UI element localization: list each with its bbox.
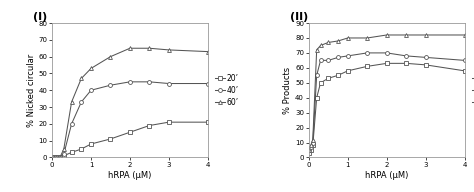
60’ [318, 44, 323, 47]
Line: 20’: 20’ [50, 120, 210, 159]
40’ [88, 89, 94, 91]
20’ [345, 70, 351, 72]
40’ [53, 156, 59, 159]
20’ [127, 131, 133, 133]
60’ [365, 37, 370, 39]
40’ [314, 74, 319, 76]
40’ [146, 81, 152, 83]
40’ [49, 156, 55, 159]
40’ [335, 56, 341, 59]
60’ [326, 41, 331, 44]
20’ [306, 152, 312, 154]
Text: (II): (II) [290, 12, 309, 22]
Y-axis label: % Products: % Products [283, 67, 292, 114]
60’ [310, 138, 316, 141]
40’ [61, 153, 67, 155]
20’ [403, 62, 409, 65]
20’ [88, 143, 94, 145]
20’ [308, 149, 314, 151]
20’ [335, 74, 341, 76]
40’ [462, 59, 467, 61]
20’ [423, 64, 428, 66]
Y-axis label: % Nicked circular: % Nicked circular [27, 54, 36, 127]
Legend: 20’, 40’, 60’: 20’, 40’, 60’ [472, 73, 474, 108]
60’ [88, 67, 94, 70]
20’ [326, 77, 331, 79]
60’ [69, 101, 74, 103]
Line: 20’: 20’ [307, 61, 466, 155]
60’ [108, 55, 113, 58]
60’ [205, 50, 210, 53]
60’ [127, 47, 133, 49]
Line: 60’: 60’ [307, 33, 466, 152]
Line: 40’: 40’ [50, 80, 210, 159]
60’ [61, 148, 67, 150]
20’ [314, 97, 319, 99]
20’ [384, 62, 390, 65]
40’ [345, 55, 351, 57]
40’ [318, 59, 323, 61]
20’ [310, 144, 316, 147]
Text: (I): (I) [34, 12, 48, 22]
60’ [403, 34, 409, 36]
Legend: 20’, 40’, 60’: 20’, 40’, 60’ [215, 73, 240, 108]
40’ [127, 81, 133, 83]
60’ [423, 34, 428, 36]
60’ [57, 156, 63, 159]
20’ [69, 151, 74, 154]
60’ [306, 149, 312, 151]
60’ [49, 156, 55, 159]
40’ [308, 146, 314, 148]
40’ [69, 123, 74, 125]
Line: 60’: 60’ [50, 46, 210, 159]
60’ [308, 144, 314, 147]
40’ [205, 82, 210, 85]
40’ [79, 101, 84, 103]
20’ [205, 121, 210, 123]
20’ [462, 70, 467, 72]
20’ [61, 155, 67, 157]
20’ [53, 156, 59, 159]
40’ [365, 52, 370, 54]
20’ [57, 156, 63, 159]
60’ [384, 34, 390, 36]
60’ [462, 34, 467, 36]
60’ [314, 49, 319, 51]
20’ [166, 121, 172, 123]
X-axis label: hRPA (μM): hRPA (μM) [108, 171, 152, 180]
Line: 40’: 40’ [307, 51, 466, 152]
60’ [146, 47, 152, 49]
20’ [49, 156, 55, 159]
60’ [166, 49, 172, 51]
40’ [403, 55, 409, 57]
20’ [108, 138, 113, 140]
20’ [146, 124, 152, 127]
40’ [384, 52, 390, 54]
20’ [318, 82, 323, 84]
60’ [335, 40, 341, 42]
X-axis label: hRPA (μM): hRPA (μM) [365, 171, 409, 180]
40’ [108, 84, 113, 86]
20’ [365, 65, 370, 68]
40’ [57, 156, 63, 159]
40’ [326, 59, 331, 61]
60’ [345, 37, 351, 39]
40’ [423, 56, 428, 59]
40’ [166, 82, 172, 85]
20’ [79, 148, 84, 150]
60’ [79, 77, 84, 80]
40’ [310, 141, 316, 144]
60’ [53, 156, 59, 159]
40’ [306, 149, 312, 151]
